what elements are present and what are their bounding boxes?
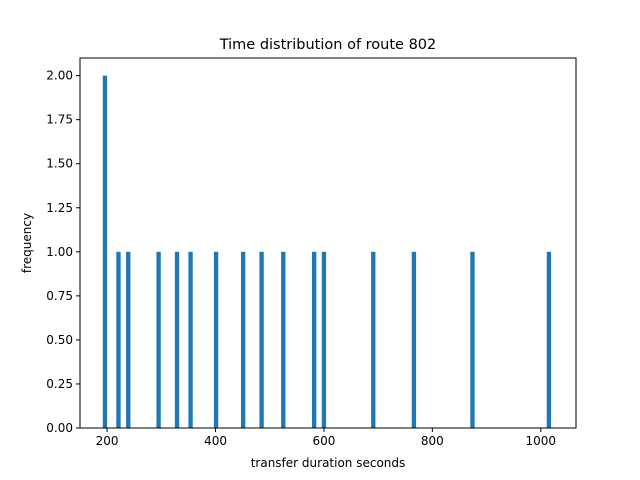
histogram-bar bbox=[156, 251, 161, 428]
histogram-bar bbox=[126, 251, 131, 428]
y-tick-label: 1.50 bbox=[46, 157, 73, 171]
y-tick-label: 0.75 bbox=[46, 289, 73, 303]
histogram-bar bbox=[470, 251, 475, 428]
histogram-bar bbox=[546, 251, 552, 428]
x-tick-label: 200 bbox=[96, 434, 119, 448]
x-tick-label: 800 bbox=[421, 434, 444, 448]
histogram-bar bbox=[371, 251, 376, 428]
histogram-bar bbox=[213, 251, 219, 428]
y-tick-label: 0.50 bbox=[46, 333, 73, 347]
histogram-bar bbox=[102, 75, 108, 428]
x-axis-label: transfer duration seconds bbox=[251, 456, 406, 470]
histogram-bar bbox=[281, 251, 286, 428]
histogram-bar bbox=[312, 251, 317, 428]
histogram-bar bbox=[188, 251, 193, 428]
histogram-bar bbox=[174, 251, 180, 428]
y-tick-label: 1.75 bbox=[46, 113, 73, 127]
x-tick-label: 600 bbox=[312, 434, 335, 448]
histogram-bar bbox=[259, 251, 264, 428]
plot-area: 200 400 600 800 1000 0.00 0.25 0.50 0.75 1.00 1.25… bbox=[46, 57, 577, 448]
y-tick-label: 1.25 bbox=[46, 201, 73, 215]
x-tick-label: 400 bbox=[204, 434, 227, 448]
axes-frame bbox=[79, 57, 577, 429]
chart-title: Time distribution of route 802 bbox=[219, 37, 437, 53]
y-axis-label: frequency bbox=[20, 213, 34, 273]
y-tick-label: 0.25 bbox=[46, 377, 73, 391]
y-tick-label: 1.00 bbox=[46, 245, 73, 259]
histogram-bar bbox=[321, 251, 327, 428]
histogram-bar bbox=[116, 251, 121, 428]
histogram-bar bbox=[240, 251, 246, 428]
y-tick-label: 2.00 bbox=[46, 69, 73, 83]
histogram-bar bbox=[411, 251, 417, 428]
y-tick-label: 0.00 bbox=[46, 421, 73, 435]
x-tick-label: 1000 bbox=[525, 434, 556, 448]
